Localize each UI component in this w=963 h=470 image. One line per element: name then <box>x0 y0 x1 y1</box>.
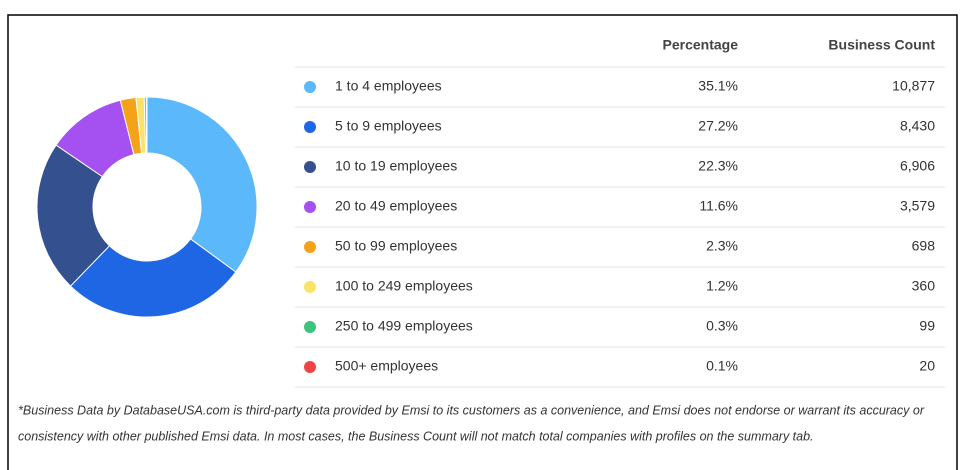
legend-dot <box>304 81 316 93</box>
business-count: 8,430 <box>900 118 935 134</box>
legend-label: 500+ employees <box>335 358 438 374</box>
legend-label: 20 to 49 employees <box>335 198 457 214</box>
column-header: Business Count <box>828 37 935 53</box>
legend-label: 50 to 99 employees <box>335 238 457 254</box>
legend-label: 1 to 4 employees <box>335 78 442 94</box>
donut-slice <box>36 144 111 287</box>
footnote: consistency with other published Emsi da… <box>18 429 814 443</box>
donut-slice <box>145 96 148 154</box>
percentage: 27.2% <box>698 118 738 134</box>
legend-dot <box>304 201 316 213</box>
percentage: 22.3% <box>698 158 738 174</box>
business-count: 360 <box>912 278 936 294</box>
legend-label: 10 to 19 employees <box>335 158 457 174</box>
legend-dot <box>304 121 316 133</box>
legend-label: 5 to 9 employees <box>335 118 442 134</box>
business-count: 698 <box>912 238 936 254</box>
business-count: 20 <box>919 358 935 374</box>
legend-label: 100 to 249 employees <box>335 278 473 294</box>
legend-dot <box>304 161 316 173</box>
percentage: 35.1% <box>698 78 738 94</box>
footnote: *Business Data by DatabaseUSA.com is thi… <box>18 403 925 417</box>
business-count: 3,579 <box>900 198 935 214</box>
business-count: 10,877 <box>892 78 935 94</box>
legend-dot <box>304 281 316 293</box>
business-count: 6,906 <box>900 158 935 174</box>
donut-slice <box>146 96 258 273</box>
legend-dot <box>304 361 316 373</box>
column-header: Percentage <box>663 37 739 53</box>
percentage: 11.6% <box>699 198 738 214</box>
business-count: 99 <box>919 318 935 334</box>
legend-label: 250 to 499 employees <box>335 318 473 334</box>
percentage: 2.3% <box>706 238 738 254</box>
legend-dot <box>304 321 316 333</box>
percentage: 1.2% <box>706 278 738 294</box>
donut-slice <box>69 238 237 318</box>
frame <box>7 14 958 470</box>
legend-dot <box>304 241 316 253</box>
percentage: 0.3% <box>706 318 738 334</box>
percentage: 0.1% <box>706 358 738 374</box>
